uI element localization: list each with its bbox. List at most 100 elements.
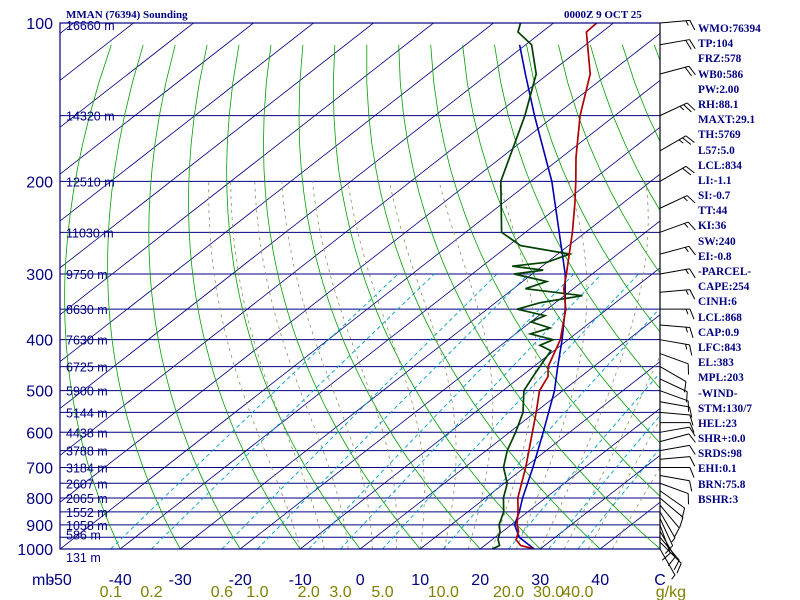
dry-adiabat xyxy=(148,44,241,549)
isotherm--10 xyxy=(299,267,660,549)
dry-adiabat xyxy=(462,44,660,444)
barb-staff xyxy=(659,444,690,452)
barb-half-flag xyxy=(685,269,689,275)
dry-adiabat xyxy=(262,44,421,549)
barb-half-flag xyxy=(685,289,689,296)
wind-barb xyxy=(659,221,696,233)
barb-flag xyxy=(673,560,680,570)
mixing-ratio-label: 5.0 xyxy=(371,584,393,600)
wind-barb xyxy=(659,444,696,455)
pressure-label: 400 xyxy=(26,333,53,350)
moist-adiabat xyxy=(539,181,649,549)
mixing-ratio-label: 30.0 xyxy=(533,584,564,600)
index-line: BRN:75.8 xyxy=(698,478,746,491)
barb-flag xyxy=(685,39,692,50)
mixing-ratio-label: 2.0 xyxy=(298,584,320,600)
mixing-ratio-line xyxy=(508,372,660,549)
units-label: mb xyxy=(32,572,54,589)
index-line: TT:44 xyxy=(698,205,728,218)
barb-flag xyxy=(689,445,696,455)
wind-barb xyxy=(660,308,695,320)
index-line: PW:2.00 xyxy=(698,83,740,96)
dry-adiabat xyxy=(298,44,481,549)
barb-staff xyxy=(659,221,689,233)
temperature-tick-label: -20 xyxy=(229,572,252,589)
height-label: 2065 m xyxy=(66,492,108,506)
wind-barb xyxy=(659,411,694,426)
mixing-units-label: g/kg xyxy=(656,584,686,600)
index-line: CAP:0.9 xyxy=(698,326,740,339)
barb-flag xyxy=(689,344,693,356)
wind-barb xyxy=(659,401,693,418)
index-line: LCL:834 xyxy=(698,159,742,172)
barb-flag xyxy=(676,563,682,574)
chart-title: MMAN (76394) Sounding xyxy=(66,9,188,21)
index-line: LCL:868 xyxy=(698,311,742,324)
barb-staff xyxy=(659,511,676,539)
barb-flag xyxy=(689,20,696,31)
wind-barb xyxy=(659,456,696,467)
wind-barb xyxy=(660,422,695,433)
mixing-ratio-line xyxy=(151,273,435,549)
plot-frame xyxy=(59,22,661,550)
barb-flag xyxy=(685,135,695,143)
barb-staff xyxy=(659,268,690,275)
barb-flag xyxy=(667,556,676,566)
barb-flag xyxy=(683,381,687,393)
moist-adiabat xyxy=(491,181,537,549)
barb-flag xyxy=(689,422,695,433)
index-line: TP:104 xyxy=(698,38,734,51)
index-line: MAXT:29.1 xyxy=(698,114,756,127)
barb-staff xyxy=(659,289,690,293)
mixing-ratio-line xyxy=(577,447,660,549)
pressure-label: 300 xyxy=(26,267,53,284)
barb-staff xyxy=(659,353,689,365)
index-line: -WIND- xyxy=(698,387,738,400)
moist-adiabat xyxy=(438,181,494,549)
barb-half-flag xyxy=(685,344,688,350)
height-label: 9750 m xyxy=(66,268,108,282)
wind-barb xyxy=(659,102,696,117)
barb-staff xyxy=(659,490,685,509)
temperature-tick-label: 10 xyxy=(411,572,429,589)
index-line: WB0:586 xyxy=(698,68,744,81)
barb-staff xyxy=(659,135,687,152)
isotherm-10 xyxy=(419,361,660,549)
height-label: 6725 m xyxy=(66,361,108,375)
dry-adiabat xyxy=(188,44,301,549)
index-line: LI:-1.1 xyxy=(698,174,732,187)
barb-flag xyxy=(689,406,693,418)
index-line: WMO:76394 xyxy=(698,23,761,35)
temperature-tick-label: 40 xyxy=(591,572,609,589)
isotherm--120 xyxy=(60,23,314,222)
height-label: 5900 m xyxy=(66,385,108,399)
barb-half-flag xyxy=(685,308,689,315)
barb-staff xyxy=(659,497,684,518)
temperature-trace xyxy=(515,23,598,549)
barb-flag xyxy=(685,165,695,174)
barb-staff xyxy=(659,324,690,329)
barb-staff xyxy=(659,19,690,24)
barb-half-flag xyxy=(671,537,676,543)
wind-barb xyxy=(659,268,696,279)
index-line: SW:240 xyxy=(698,235,736,248)
moist-adiabat xyxy=(281,181,373,549)
temperature-tick-label: -10 xyxy=(289,572,312,589)
dry-adiabat xyxy=(430,44,660,497)
wind-barb xyxy=(659,195,696,209)
barb-flag xyxy=(673,527,680,538)
dry-adiabat xyxy=(558,44,660,274)
moist-adiabat xyxy=(587,418,660,549)
barb-flag xyxy=(688,433,696,443)
pressure-label: 500 xyxy=(26,384,53,401)
pressure-label: 900 xyxy=(26,518,53,535)
isotherm--130 xyxy=(60,23,254,175)
barb-flag xyxy=(681,507,686,519)
index-line: EL:383 xyxy=(698,357,734,370)
index-line: BSHR:3 xyxy=(698,493,739,506)
barb-staff xyxy=(659,401,690,408)
wind-barb xyxy=(659,353,690,375)
mixing-ratio-label: 3.0 xyxy=(329,584,351,600)
barb-flag xyxy=(661,552,671,561)
